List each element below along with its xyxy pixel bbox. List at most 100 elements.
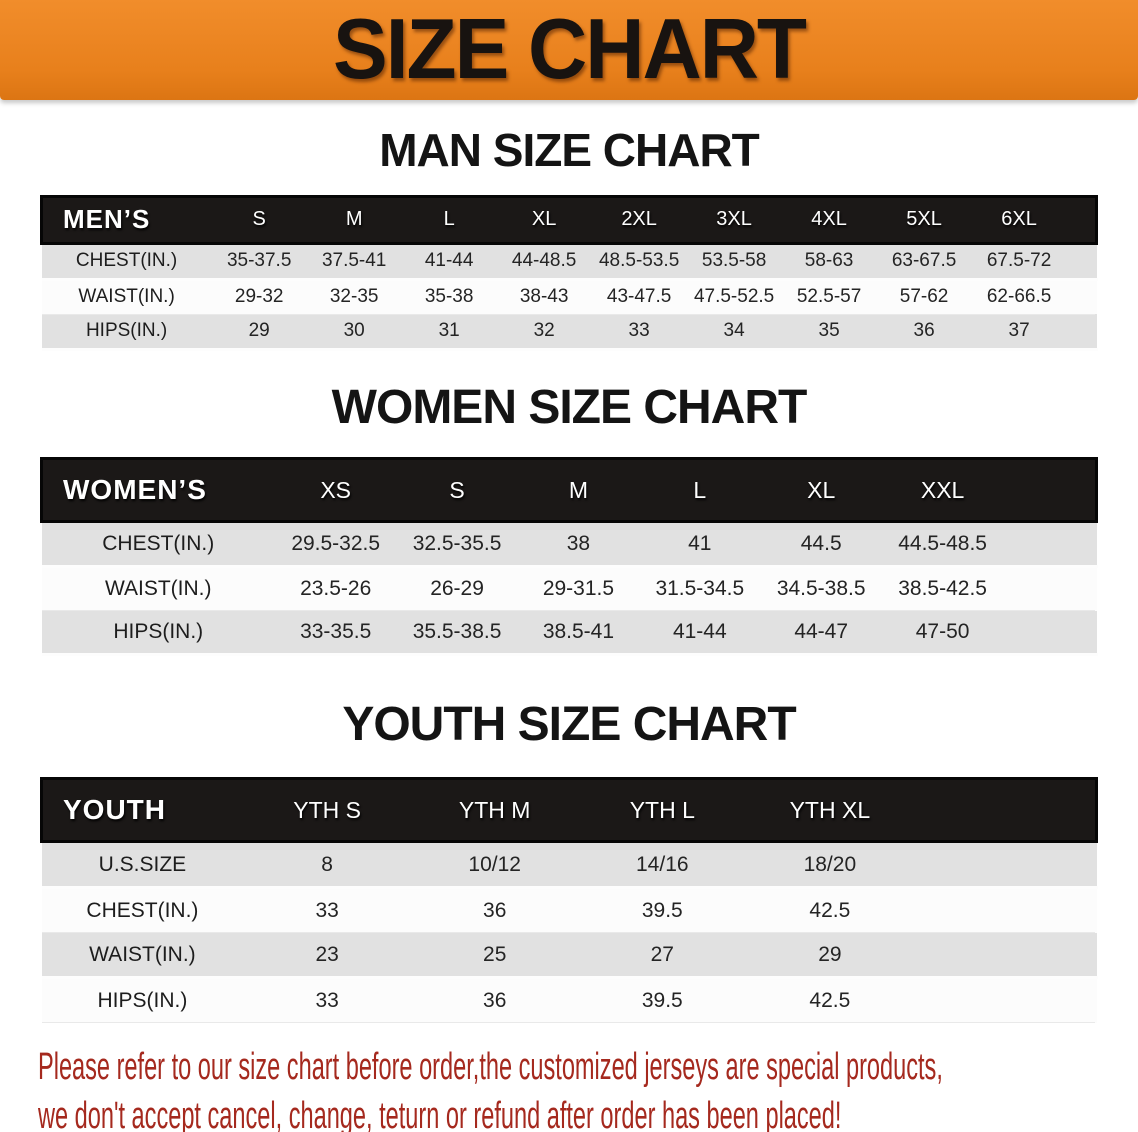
size-value: 33 [243,977,411,1024]
size-value: 37 [971,314,1067,351]
size-column-header: YTH M [410,777,579,844]
size-value: 39.5 [578,977,747,1024]
size-value: 67.5-72 [971,243,1067,281]
measurement-row: HIPS(IN.) 33-35.5 35.5-38.5 38.5-41 41-44 44-… [41,610,1097,657]
disclaimer-line-2: we don't accept cancel, change, teturn o… [38,1095,842,1132]
size-value: 14/16 [578,841,747,890]
size-value: 36 [410,977,579,1024]
size-value: 29-31.5 [517,566,640,612]
size-column-header: L [401,194,497,245]
women-size-table-wrap: WOMEN’S XS S M L XL XXL CHEST(IN.) 29.5-32.5 32.5… [40,457,1099,657]
size-column-header: YTH S [243,777,411,844]
measurement-row: WAIST(IN.) 23 25 27 29 [41,932,1097,980]
size-column-header: XXL [881,457,1004,524]
size-value: 33-35.5 [275,610,397,657]
women-section-title: WOMEN SIZE CHART [331,380,808,434]
size-value: 29 [746,932,914,980]
size-value: 41-44 [639,610,761,657]
size-column-header: 2XL [591,194,687,245]
size-value: 44-48.5 [496,243,592,281]
size-value: 32 [496,314,592,351]
size-value: 58-63 [781,243,877,281]
size-value: 41-44 [401,243,497,281]
size-value: 29 [211,314,307,351]
size-value: 27 [578,932,747,980]
measurement-row: HIPS(IN.) 29 30 31 32 33 34 35 36 37 [41,314,1097,351]
header-row: MEN’S S M L XL 2XL 3XL 4XL 5XL 6XL [39,194,1098,245]
size-value: 31.5-34.5 [639,566,761,612]
size-value: 42.5 [746,977,914,1024]
youth-section-title: YOUTH SIZE CHART [342,698,796,752]
header-row: WOMEN’S XS S M L XL XXL [40,457,1099,524]
size-value: 33 [591,314,687,351]
size-value: 38.5-41 [517,610,640,657]
size-value: 52.5-57 [781,279,877,315]
row-spacer [913,932,1097,980]
size-value: 37.5-41 [306,243,402,281]
size-table: MEN’S S M L XL 2XL 3XL 4XL 5XL 6XL CHEST(IN.) 35-37… [39,194,1098,351]
size-value: 53.5-58 [686,243,782,281]
size-column-header: XL [760,457,882,524]
men-section-title: MAN SIZE CHART [379,124,760,176]
disclaimer: Please refer to our size chart before or… [38,1043,1098,1132]
size-value: 10/12 [410,841,579,890]
measurement-row: CHEST(IN.) 33 36 39.5 42.5 [41,887,1097,934]
size-value: 25 [410,932,579,980]
size-value: 62-66.5 [971,279,1067,315]
size-column-header: L [639,457,761,524]
size-value: 38 [517,521,640,569]
size-value: 47.5-52.5 [686,279,782,315]
size-value: 34.5-38.5 [760,566,882,612]
row-spacer [1003,566,1097,612]
size-value: 34 [686,314,782,351]
youth-size-table-wrap: YOUTH YTH S YTH M YTH L YTH XL U.S.SIZE 8 10/12… [40,777,1098,1024]
section-women: WOMEN SIZE CHART WOMEN’S XS S M L XL XXL CHEST(… [0,380,1138,657]
header-spacer [1003,457,1099,524]
row-label: HIPS(IN.) [41,610,275,657]
row-spacer [1066,243,1097,281]
size-value: 23 [243,932,411,980]
size-column-header: 4XL [781,194,877,245]
table-corner-label: YOUTH [40,777,244,844]
header-row: YOUTH YTH S YTH M YTH L YTH XL [40,777,1098,844]
size-value: 33 [243,887,411,934]
size-column-header: XS [275,457,397,524]
section-youth: YOUTH SIZE CHART YOUTH YTH S YTH M YTH L YTH… [0,698,1138,1024]
size-column-header: YTH XL [746,777,914,844]
row-spacer [913,977,1097,1024]
measurement-row: CHEST(IN.) 35-37.5 37.5-41 41-44 44-48.5 48.5… [41,243,1097,281]
row-label: CHEST(IN.) [41,887,244,934]
size-value: 36 [410,887,579,934]
row-label: CHEST(IN.) [41,521,275,569]
section-men: MAN SIZE CHART MEN’S S M L XL 2XL 3XL 4XL 5XL 6XL… [0,125,1138,351]
row-spacer [913,841,1097,890]
row-label: WAIST(IN.) [41,566,275,612]
size-value: 44.5-48.5 [881,521,1004,569]
size-column-header: M [306,194,402,245]
size-column-header: M [517,457,640,524]
size-value: 39.5 [578,887,747,934]
size-value: 42.5 [746,887,914,934]
row-label: HIPS(IN.) [41,977,244,1024]
size-value: 29.5-32.5 [275,521,397,569]
size-value: 31 [401,314,497,351]
row-spacer [1066,279,1097,315]
table-corner-label: MEN’S [39,194,212,245]
size-value: 57-62 [876,279,972,315]
size-column-header: 6XL [971,194,1067,245]
banner: SIZE CHART [0,0,1138,100]
size-value: 32.5-35.5 [396,521,518,569]
size-value: 41 [639,521,761,569]
size-value: 8 [243,841,411,890]
row-label: HIPS(IN.) [41,314,212,351]
size-value: 35-37.5 [211,243,307,281]
size-value: 35-38 [401,279,497,315]
row-spacer [1003,610,1097,657]
men-size-table-wrap: MEN’S S M L XL 2XL 3XL 4XL 5XL 6XL CHEST(IN.) 35-37… [39,194,1098,351]
table-corner-label: WOMEN’S [40,457,275,524]
row-label: WAIST(IN.) [41,932,244,980]
disclaimer-line-1: Please refer to our size chart before or… [38,1046,943,1089]
size-value: 36 [876,314,972,351]
size-value: 32-35 [306,279,402,315]
